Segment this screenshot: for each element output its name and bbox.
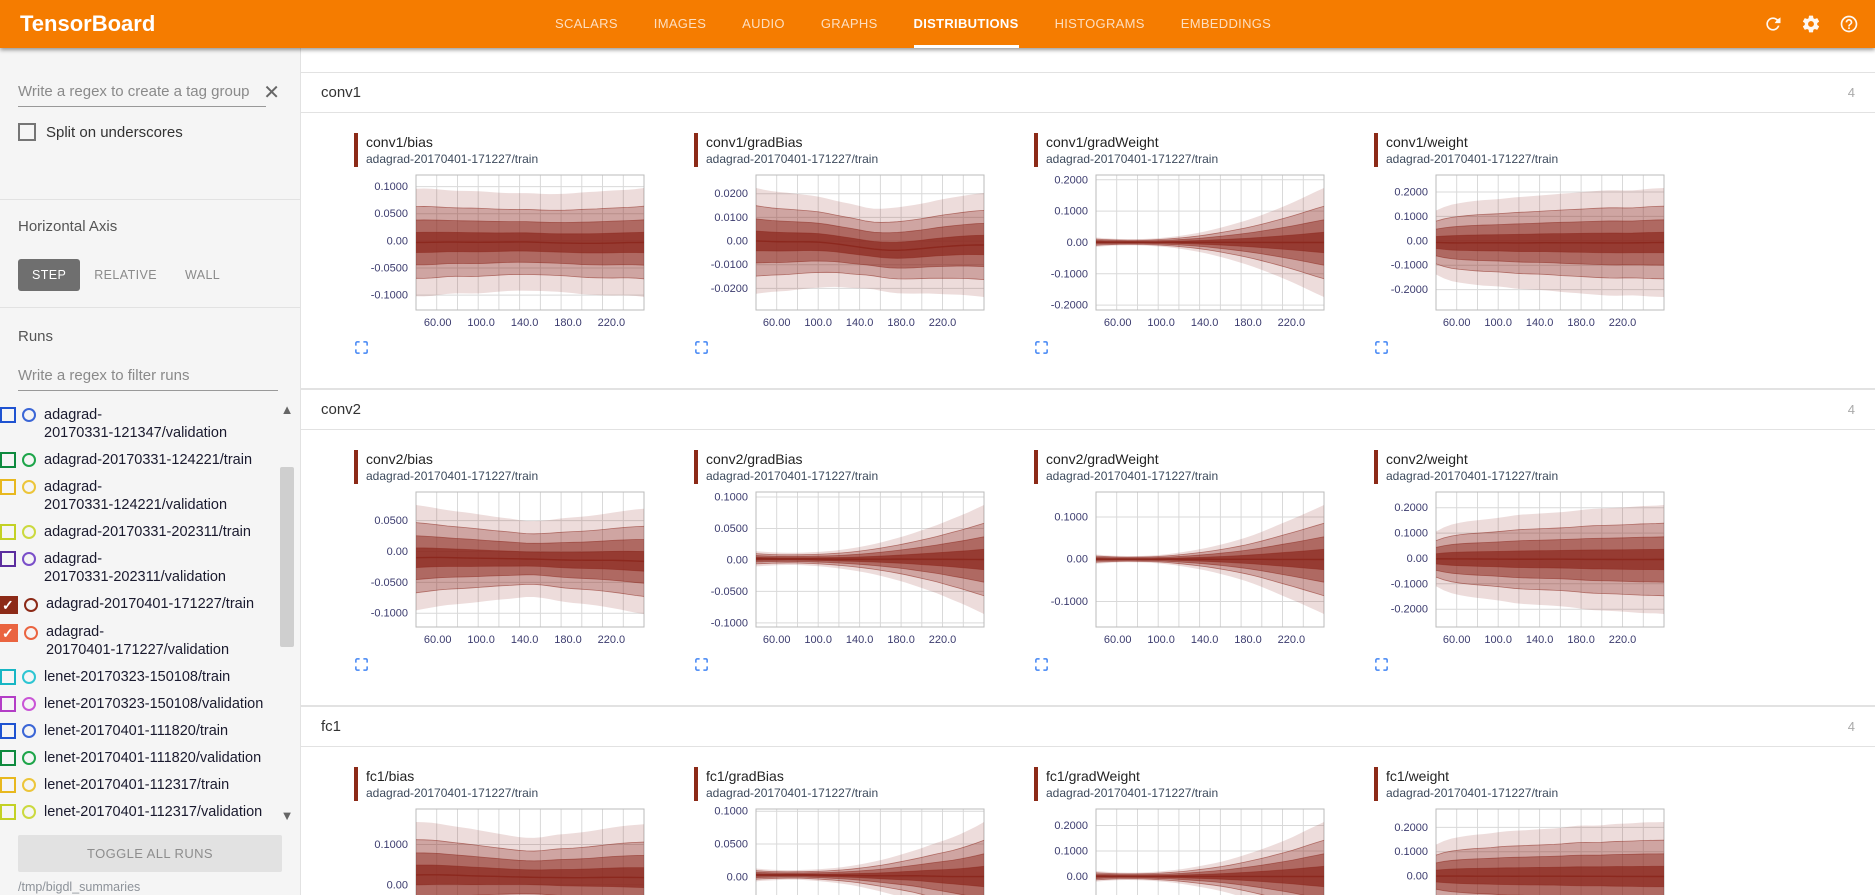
- svg-text:60.00: 60.00: [1443, 317, 1471, 329]
- svg-text:0.1000: 0.1000: [374, 181, 408, 193]
- svg-text:0.1000: 0.1000: [1054, 512, 1088, 524]
- svg-text:220.0: 220.0: [929, 634, 957, 646]
- svg-text:0.00: 0.00: [727, 554, 748, 566]
- svg-text:0.1000: 0.1000: [1394, 846, 1428, 858]
- svg-text:0.1000: 0.1000: [714, 492, 748, 504]
- svg-text:220.0: 220.0: [1278, 317, 1306, 329]
- svg-text:60.00: 60.00: [1104, 317, 1132, 329]
- svg-text:140.0: 140.0: [511, 317, 539, 329]
- svg-text:220.0: 220.0: [598, 317, 626, 329]
- svg-text:0.0100: 0.0100: [714, 212, 748, 224]
- svg-text:220.0: 220.0: [1609, 317, 1637, 329]
- svg-text:0.0500: 0.0500: [374, 515, 408, 527]
- svg-text:0.00: 0.00: [387, 546, 408, 558]
- svg-text:60.00: 60.00: [424, 634, 452, 646]
- svg-text:-0.2000: -0.2000: [1391, 604, 1428, 616]
- svg-text:-0.0500: -0.0500: [371, 577, 408, 589]
- svg-text:220.0: 220.0: [929, 317, 957, 329]
- svg-text:0.1000: 0.1000: [1054, 846, 1088, 858]
- svg-text:0.1000: 0.1000: [374, 839, 408, 851]
- svg-text:180.0: 180.0: [554, 317, 582, 329]
- svg-text:100.0: 100.0: [1147, 634, 1175, 646]
- svg-text:0.00: 0.00: [1067, 237, 1088, 249]
- svg-text:-0.1000: -0.1000: [1051, 268, 1088, 280]
- svg-text:60.00: 60.00: [763, 317, 791, 329]
- svg-text:180.0: 180.0: [1567, 634, 1595, 646]
- svg-text:100.0: 100.0: [1147, 317, 1175, 329]
- svg-text:0.00: 0.00: [1067, 554, 1088, 566]
- svg-text:0.00: 0.00: [1407, 235, 1428, 247]
- svg-text:60.00: 60.00: [1104, 634, 1132, 646]
- svg-text:180.0: 180.0: [887, 317, 915, 329]
- svg-text:100.0: 100.0: [804, 317, 832, 329]
- svg-text:60.00: 60.00: [424, 317, 452, 329]
- svg-text:60.00: 60.00: [1443, 634, 1471, 646]
- svg-text:0.2000: 0.2000: [1394, 822, 1428, 834]
- svg-text:-0.1000: -0.1000: [371, 608, 408, 620]
- svg-text:0.00: 0.00: [387, 879, 408, 891]
- svg-text:-0.2000: -0.2000: [1051, 300, 1088, 312]
- svg-text:0.0500: 0.0500: [714, 839, 748, 851]
- svg-text:180.0: 180.0: [1567, 317, 1595, 329]
- svg-text:220.0: 220.0: [1609, 634, 1637, 646]
- svg-text:100.0: 100.0: [467, 634, 495, 646]
- svg-text:0.1000: 0.1000: [714, 806, 748, 818]
- svg-text:0.00: 0.00: [1067, 871, 1088, 883]
- svg-text:0.00: 0.00: [387, 235, 408, 247]
- svg-text:0.0500: 0.0500: [714, 523, 748, 535]
- svg-text:-0.1000: -0.1000: [1391, 260, 1428, 272]
- svg-text:0.2000: 0.2000: [1394, 502, 1428, 514]
- svg-text:-0.1000: -0.1000: [371, 290, 408, 302]
- svg-text:-0.0100: -0.0100: [711, 259, 748, 271]
- svg-text:60.00: 60.00: [763, 634, 791, 646]
- svg-text:0.00: 0.00: [1407, 871, 1428, 883]
- svg-text:0.00: 0.00: [1407, 553, 1428, 565]
- svg-text:0.2000: 0.2000: [1054, 174, 1088, 186]
- svg-text:180.0: 180.0: [1234, 317, 1262, 329]
- svg-text:-0.0500: -0.0500: [711, 586, 748, 598]
- svg-text:140.0: 140.0: [1191, 634, 1219, 646]
- svg-text:0.0200: 0.0200: [714, 188, 748, 200]
- svg-text:100.0: 100.0: [1484, 634, 1512, 646]
- svg-text:-0.2000: -0.2000: [1391, 284, 1428, 296]
- svg-text:220.0: 220.0: [1278, 634, 1306, 646]
- svg-text:0.00: 0.00: [727, 871, 748, 883]
- svg-text:140.0: 140.0: [1526, 634, 1554, 646]
- svg-text:0.1000: 0.1000: [1394, 211, 1428, 223]
- svg-text:180.0: 180.0: [554, 634, 582, 646]
- svg-text:-0.0200: -0.0200: [711, 283, 748, 295]
- svg-text:140.0: 140.0: [846, 634, 874, 646]
- svg-text:-0.1000: -0.1000: [1051, 596, 1088, 608]
- svg-text:140.0: 140.0: [511, 634, 539, 646]
- svg-text:140.0: 140.0: [846, 317, 874, 329]
- svg-text:-0.1000: -0.1000: [1391, 578, 1428, 590]
- svg-text:220.0: 220.0: [598, 634, 626, 646]
- svg-text:-0.0500: -0.0500: [371, 263, 408, 275]
- svg-text:100.0: 100.0: [1484, 317, 1512, 329]
- svg-text:180.0: 180.0: [887, 634, 915, 646]
- svg-text:0.1000: 0.1000: [1394, 528, 1428, 540]
- svg-text:0.2000: 0.2000: [1054, 820, 1088, 832]
- svg-text:-0.1000: -0.1000: [711, 617, 748, 629]
- svg-text:100.0: 100.0: [804, 634, 832, 646]
- svg-text:0.00: 0.00: [727, 236, 748, 248]
- svg-text:100.0: 100.0: [467, 317, 495, 329]
- svg-text:140.0: 140.0: [1191, 317, 1219, 329]
- svg-text:140.0: 140.0: [1526, 317, 1554, 329]
- svg-text:0.0500: 0.0500: [374, 208, 408, 220]
- svg-text:0.2000: 0.2000: [1394, 187, 1428, 199]
- svg-text:0.1000: 0.1000: [1054, 206, 1088, 218]
- svg-text:180.0: 180.0: [1234, 634, 1262, 646]
